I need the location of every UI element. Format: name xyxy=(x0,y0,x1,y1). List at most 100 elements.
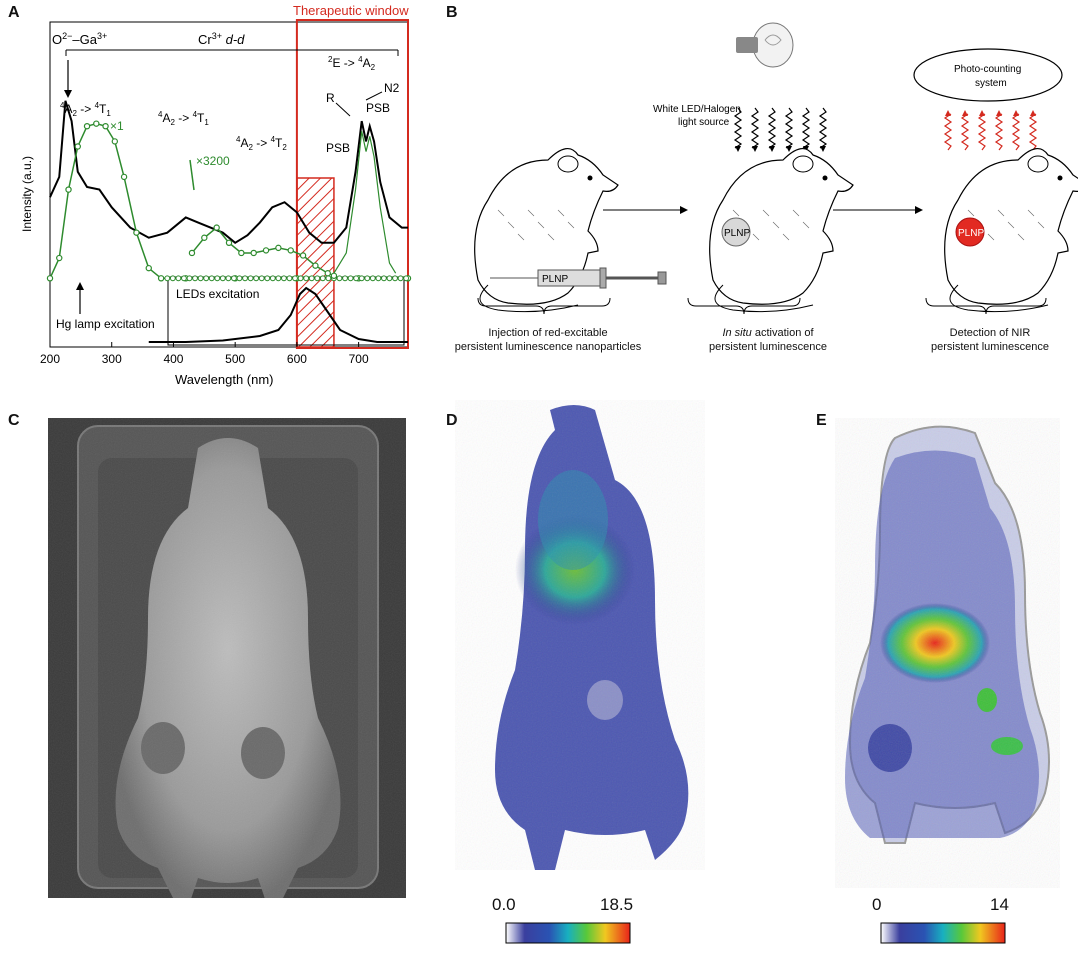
x3200-label: ×3200 xyxy=(196,154,230,168)
emitted-ray-head xyxy=(945,110,951,116)
colorbar-d-min: 0.0 xyxy=(492,895,516,914)
mouse-fur-stroke xyxy=(792,209,800,217)
series-green-x1-baseline-point xyxy=(319,275,326,282)
series-green-x1-baseline-point xyxy=(214,275,221,282)
caption-injection: Injection of red-excitable persistent lu… xyxy=(454,327,642,353)
series-green-x1-baseline-point xyxy=(314,275,321,282)
series-green-x1-point xyxy=(74,143,81,150)
mouse-fur-stroke xyxy=(967,209,975,217)
light-source-label-1: White LED/Halogen xyxy=(653,104,741,115)
panel-letter-c: C xyxy=(8,412,20,429)
mouse-fur-stroke xyxy=(762,209,770,217)
series-green-x1-baseline-point xyxy=(269,275,276,282)
incoming-ray-head xyxy=(752,146,758,152)
photo-counting-label-1: Photo-counting xyxy=(954,64,1021,75)
plnp-particle-grey xyxy=(721,217,751,247)
series-green-x3200-point xyxy=(299,252,307,259)
series-green-x3200-point xyxy=(287,247,294,254)
arrow-first-peak-head xyxy=(64,90,72,98)
cr-dd-label: Cr3+ d-d xyxy=(198,31,245,47)
syringe-icon xyxy=(490,267,667,289)
incoming-light-rays xyxy=(733,107,828,152)
series-green-x3200-point xyxy=(330,272,338,279)
brace-3 xyxy=(925,297,1047,315)
heatmap-d xyxy=(455,400,705,870)
series-green-x3200-point xyxy=(201,234,208,241)
colorbar-e-min: 0 xyxy=(872,895,882,914)
spectrum-chart: 200 300 400 500 600 700 Therapeutic window O2… xyxy=(20,3,412,387)
x-tick-label: 300 xyxy=(102,352,122,366)
series-green-x1-baseline-point xyxy=(386,275,393,282)
mouse-fur-stroke xyxy=(752,233,760,241)
hg-lamp-label: Hg lamp excitation xyxy=(56,317,155,331)
x-tick-label: 400 xyxy=(163,352,183,366)
e-a2-label: 2E -> 4A2 xyxy=(328,55,376,72)
panel-letter-e: E xyxy=(816,412,827,429)
series-green-x1-point xyxy=(120,173,128,181)
series-green-emission xyxy=(333,131,397,274)
plnp-label-3: PLNP xyxy=(958,228,984,239)
mouse-fur-stroke xyxy=(987,233,995,241)
series-green-x1-baseline-point xyxy=(281,275,287,282)
series-green-x3200-point xyxy=(213,224,220,231)
incoming-ray xyxy=(767,107,777,149)
mouse-outline xyxy=(944,148,1078,305)
emitted-ray xyxy=(994,113,1004,151)
o-ga-label: O2−–Ga3+ xyxy=(52,31,107,47)
colorbar-d xyxy=(505,922,631,944)
mouse-photo-grayscale xyxy=(48,418,406,898)
panel-letter-d: D xyxy=(446,412,458,429)
mouse-ear xyxy=(792,155,814,173)
incoming-ray xyxy=(784,107,794,149)
series-green-x1-baseline-point xyxy=(231,275,237,282)
caption-activation: In situ activation of persistent lumines… xyxy=(708,327,827,353)
series-green-x1-baseline-point xyxy=(286,275,293,282)
colorbar-e xyxy=(880,922,1006,944)
mouse-fur-stroke xyxy=(517,233,525,241)
series-green-x1-baseline-point xyxy=(403,275,410,282)
series-green-x1-baseline-point xyxy=(308,275,315,282)
emitted-ray-head xyxy=(962,110,968,116)
mouse-outline xyxy=(709,148,854,305)
n2-arrow xyxy=(365,91,383,101)
process-arrow-2-head xyxy=(915,206,923,214)
series-green-x1-baseline-point xyxy=(169,275,176,282)
leds-label: LEDs excitation xyxy=(176,287,259,301)
mouse-tail xyxy=(479,284,579,313)
mouse-fur-stroke xyxy=(802,221,810,229)
x-tick-label: 700 xyxy=(349,352,369,366)
mouse-fur-stroke xyxy=(527,209,535,217)
series-ga-cr-excitation xyxy=(49,100,408,245)
series-green-x3200-point xyxy=(225,239,233,247)
series-green-x1-baseline-point xyxy=(325,275,332,282)
psb-label-2: PSB xyxy=(326,141,350,155)
series-green-x1-baseline-point xyxy=(336,275,343,282)
series-green-x1-baseline-point xyxy=(275,275,282,282)
mouse-fur-stroke xyxy=(1037,221,1045,229)
heatmap-e xyxy=(835,418,1060,888)
colorbar-e-max: 14 xyxy=(990,895,1009,914)
series-green-x1-point xyxy=(157,275,165,282)
series-green-x1-baseline-point xyxy=(236,275,243,282)
emitted-ray xyxy=(1028,113,1038,151)
incoming-ray xyxy=(733,107,743,149)
series-green-x1-baseline-point xyxy=(181,275,187,282)
incoming-ray-head xyxy=(786,146,792,152)
series-green-x1-baseline-point xyxy=(186,275,193,282)
light-bulb-icon xyxy=(736,22,794,68)
series-green-x1-point xyxy=(111,138,119,145)
series-green-x1-baseline-point xyxy=(247,275,254,282)
emitted-ray xyxy=(1011,113,1021,151)
series-green-x3200-point xyxy=(312,262,319,269)
series-green-x1-baseline-point xyxy=(192,275,198,282)
series-green-x3200-point xyxy=(324,270,331,277)
series-green-x1-baseline-point xyxy=(253,275,260,282)
series-green-x3200-point xyxy=(275,244,282,252)
series-green-x3200-point xyxy=(238,249,245,257)
plnp-label-2: PLNP xyxy=(724,228,750,239)
light-source-label-2: light source xyxy=(678,117,730,128)
mouse-fur-stroke xyxy=(1017,233,1025,241)
series-green-x1-baseline-point xyxy=(208,275,215,282)
series-green-x1-baseline-point xyxy=(225,275,232,282)
series-green-x1-baseline-point xyxy=(242,275,248,282)
